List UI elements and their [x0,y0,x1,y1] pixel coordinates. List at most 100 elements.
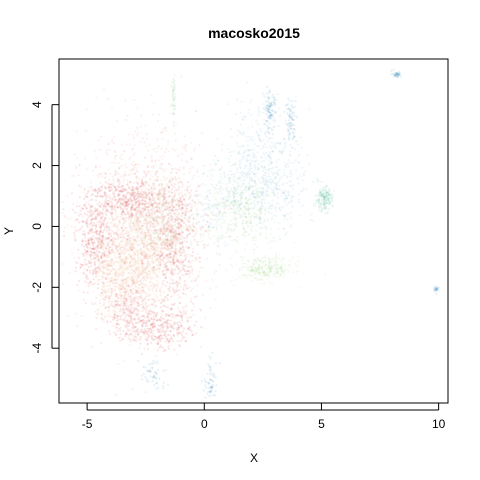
scatter-point [87,253,90,256]
scatter-point [149,232,152,236]
scatter-point [189,261,192,264]
scatter-point [127,337,130,340]
scatter-point [177,232,180,235]
scatter-point [141,273,144,276]
scatter-point [170,178,173,181]
scatter-point [121,260,124,263]
scatter-point [128,344,131,347]
scatter-point [254,204,257,207]
scatter-point [153,322,156,325]
scatter-point [176,212,179,215]
scatter-point [119,249,122,252]
scatter-point [163,321,166,324]
scatter-point [132,221,135,224]
scatter-point [165,298,168,301]
scatter-point [146,165,150,168]
scatter-point [74,270,77,273]
scatter-point [127,235,130,238]
scatter-point [155,257,159,261]
scatter-point [143,192,146,195]
scatter-point [140,114,143,117]
scatter-point [174,235,177,238]
scatter-point [107,199,110,202]
scatter-point [86,225,89,228]
scatter-point [106,236,109,239]
scatter-point [124,239,127,242]
scatter-point [117,242,121,245]
scatter-point [116,206,119,209]
scatter-point [99,221,102,224]
scatter-point [108,178,111,181]
scatter-point [215,286,218,289]
scatter-point [183,249,186,252]
scatter-point [110,302,113,305]
scatter-point [150,303,153,306]
scatter-point [156,273,159,276]
scatter-point [110,214,114,217]
scatter-point [140,292,143,295]
scatter-point [145,295,148,298]
scatter-point [144,268,147,271]
scatter-point [136,209,139,212]
scatter-point [131,258,134,261]
scatter-point [174,208,177,211]
scatter-point [98,187,101,190]
scatter-point [123,221,127,224]
scatter-point [134,235,137,238]
scatter-point [132,209,135,212]
scatter-point [96,287,100,290]
scatter-point [116,278,119,282]
scatter-point [149,235,152,238]
scatter-point [209,163,212,166]
scatter-point [202,243,205,246]
scatter-point [209,237,212,240]
scatter-point [110,261,113,265]
scatter-point [73,153,76,156]
scatter-point [146,205,150,208]
scatter-point [139,232,143,235]
scatter-point [115,119,118,122]
scatter-point [132,223,135,226]
scatter-point [158,193,161,196]
scatter-point [162,128,165,131]
scatter-point [129,169,132,172]
scatter-point [191,259,194,262]
scatter-point [178,289,181,292]
scatter-point [134,291,137,295]
scatter-point [157,246,160,249]
scatter-point [134,263,137,266]
scatter-point [195,228,198,231]
scatter-point [138,295,141,298]
scatter-point [131,186,134,189]
scatter-point [141,309,144,312]
scatter-point [133,191,136,194]
scatter-point [176,167,179,171]
scatter-point [141,211,144,214]
scatter-point [136,262,139,265]
scatter-point [153,208,156,211]
scatter-point [128,262,131,265]
scatter-point [130,215,133,218]
scatter-point [201,326,204,329]
scatter-point [153,322,157,325]
scatter-point [149,237,152,240]
scatter-point [172,294,175,297]
scatter-point [141,319,144,322]
scatter-point [96,213,99,216]
scatter-point [106,238,109,241]
scatter-point [152,261,155,264]
scatter-point [128,216,131,219]
scatter-point [160,216,163,219]
scatter-point [160,183,163,186]
scatter-point [107,249,110,252]
scatter-point [154,293,157,296]
scatter-point [161,225,164,228]
scatter-point [162,190,165,193]
scatter-point [95,229,98,232]
scatter-point [86,191,89,194]
scatter-point [143,239,146,243]
scatter-point [107,221,110,224]
scatter-point [120,251,123,254]
scatter-point [189,316,193,319]
scatter-point [98,293,101,297]
